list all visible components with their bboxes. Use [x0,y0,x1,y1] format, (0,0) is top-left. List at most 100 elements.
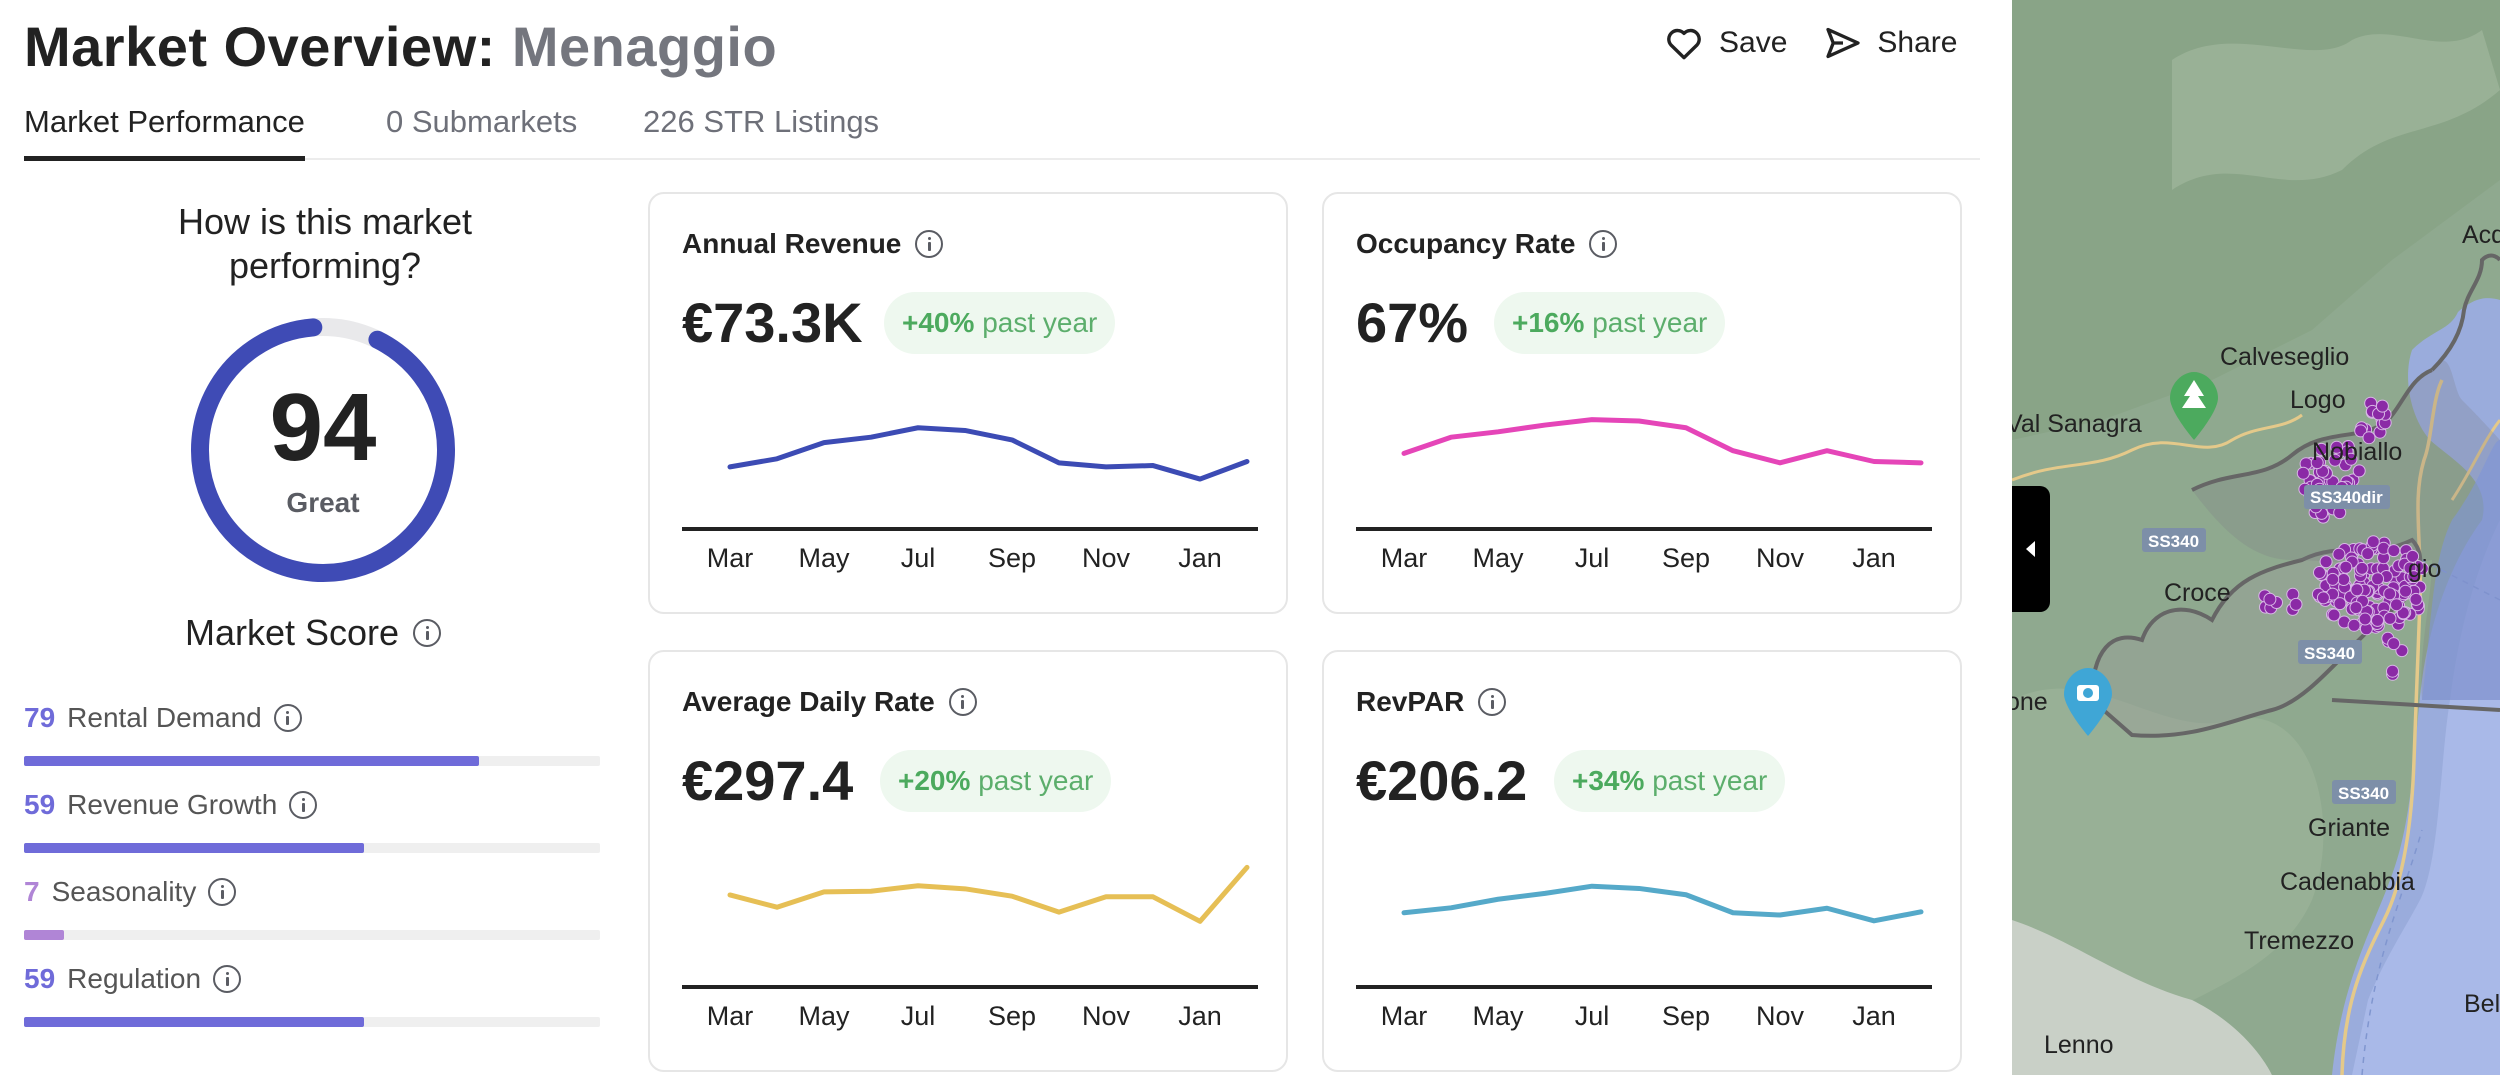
title-city: Menaggio [511,15,778,78]
road-tag: SS340 [2298,640,2362,664]
tab-str-listings[interactable]: 226 STR Listings [643,104,880,139]
listing-marker[interactable] [2319,555,2333,569]
card-title: RevPAR [1356,686,1465,717]
listing-marker[interactable] [2326,572,2340,586]
listing-marker[interactable] [2399,584,2412,598]
map-label: Bel [2464,990,2500,1018]
listing-marker[interactable] [2296,466,2310,480]
listing-marker[interactable] [2362,431,2376,445]
series-line [1401,417,1924,466]
listing-marker[interactable] [2383,587,2397,601]
listing-marker[interactable] [2371,613,2384,627]
change-value: +34% [1572,765,1645,796]
listing-marker[interactable] [2263,592,2277,606]
score-value: 94 [269,374,377,481]
metric-bar-fill [24,843,364,853]
info-icon[interactable] [289,791,318,819]
map-label: Lenno [2044,1031,2114,1059]
listing-marker[interactable] [2361,547,2375,561]
card-title: Occupancy Rate [1356,228,1576,259]
info-icon[interactable] [948,688,977,716]
map-canvas[interactable]: Acqu Calveseglio Logo Val Sanagra Nobial… [2012,0,2500,1075]
listing-marker[interactable] [2330,440,2344,454]
listing-marker[interactable] [2350,583,2364,597]
metric-regulation: 59 Regulation [24,961,600,1027]
listing-marker[interactable] [2332,547,2346,561]
card-value: €297.4 [682,749,854,812]
x-tick-label: Sep [988,1001,1036,1031]
x-tick-label: Nov [1756,543,1805,573]
map-label: Logo [2290,386,2346,414]
tab-submarkets[interactable]: 0 Submarkets [386,104,578,139]
listing-marker[interactable] [2371,572,2385,586]
listing-marker[interactable] [2409,592,2423,606]
listing-marker[interactable] [2383,611,2397,625]
listing-marker[interactable] [2387,544,2401,558]
listing-marker[interactable] [2387,637,2401,651]
card-value: €73.3K [682,291,863,354]
card-value: €206.2 [1356,749,1528,812]
change-value: +20% [898,765,971,796]
collapse-map-button[interactable] [2012,486,2050,612]
info-icon[interactable] [213,965,242,993]
listing-marker[interactable] [2395,644,2409,658]
listing-marker[interactable] [2347,618,2361,632]
listing-marker[interactable] [2337,573,2351,586]
listing-marker[interactable] [2390,598,2403,612]
boundary-outline [2331,698,2500,712]
listing-marker[interactable] [2289,597,2303,611]
info-icon[interactable] [915,230,944,258]
listing-marker[interactable] [2333,597,2347,611]
listing-marker[interactable] [2354,424,2368,438]
card-annual-revenue: Annual Revenue €73.3K +40% past year Mar… [648,192,1288,614]
tab-market-performance[interactable]: Market Performance [24,104,305,161]
metric-bar-fill [24,756,480,766]
listing-marker[interactable] [2313,566,2326,579]
metric-label: Seasonality [51,876,197,907]
metric-value: 59 [24,789,56,820]
share-button[interactable]: Share [1825,26,1957,60]
info-icon[interactable] [273,704,302,732]
listing-marker[interactable] [2375,399,2389,413]
listing-marker[interactable] [2349,601,2363,615]
map-terrain-patch [2172,30,2500,190]
line-chart: Mar May Jul Sep Nov Jan [682,864,1258,1031]
info-icon[interactable] [208,878,237,906]
listing-marker[interactable] [2407,570,2421,584]
listing-marker[interactable] [2358,612,2372,626]
map-label: Calveseglio [2220,343,2349,371]
listing-marker[interactable] [2344,452,2358,466]
heart-icon [1667,28,1701,60]
listing-marker[interactable] [2339,560,2353,574]
save-button[interactable]: Save [1665,26,1787,60]
listing-marker[interactable] [2386,664,2399,678]
listing-marker[interactable] [2327,608,2341,622]
x-tick-label: May [1472,543,1524,573]
x-tick-label: Jul [1575,543,1610,573]
listing-marker[interactable] [2316,591,2330,605]
road-tag-label: SS340 [2304,644,2355,663]
listing-marker[interactable] [2315,442,2328,456]
listing-marker[interactable] [2310,456,2324,470]
score-ring [191,318,455,582]
x-tick-label: Jul [901,543,936,573]
x-tick-label: Sep [1662,1001,1710,1031]
listing-marker[interactable] [2328,453,2342,467]
listing-marker[interactable] [2352,464,2366,478]
line-chart: Mar May Jul Sep Nov Jan [682,425,1258,573]
info-icon[interactable] [1478,688,1507,716]
map-label: Cadenabbia [2280,868,2415,896]
listing-marker[interactable] [2366,535,2380,549]
listing-marker[interactable] [2355,561,2369,575]
info-icon[interactable] [413,619,442,647]
x-tick-label: Nov [1082,1001,1131,1031]
ferry-route [2361,829,2423,1075]
line-chart: Mar May Jul Sep Nov Jan [1356,417,1932,573]
road-tag-label: SS340dir [2310,488,2383,507]
change-suffix: past year [978,765,1094,796]
info-icon[interactable] [1589,230,1618,258]
x-tick-label: Mar [707,543,754,573]
line-chart: Mar May Jul Sep Nov Jan [1356,883,1932,1031]
metric-seasonality: 7 Seasonality [24,874,600,940]
map-panel[interactable]: Acqu Calveseglio Logo Val Sanagra Nobial… [2012,0,2500,1075]
